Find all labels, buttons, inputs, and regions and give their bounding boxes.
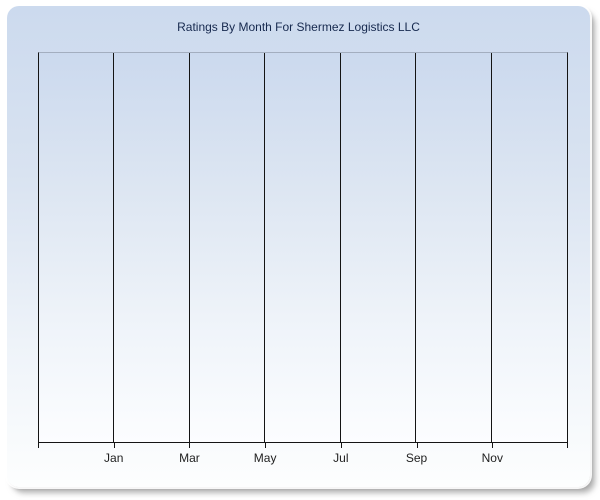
x-axis-tick (416, 443, 418, 448)
vertical-gridline (415, 53, 417, 442)
vertical-gridline (264, 53, 266, 442)
x-axis-tick (38, 443, 39, 448)
chart-panel: Ratings By Month For Shermez Logistics L… (7, 6, 590, 487)
x-axis-label: Sep (405, 451, 428, 465)
vertical-gridline (188, 53, 190, 442)
plot-area (38, 52, 568, 443)
x-axis-tick (340, 443, 342, 448)
vertical-gridline (339, 53, 341, 442)
x-axis-label: Jul (333, 451, 349, 465)
vertical-gridline (490, 53, 492, 442)
x-axis-label: Jan (104, 451, 124, 465)
chart-title: Ratings By Month For Shermez Logistics L… (177, 20, 420, 34)
x-axis-label: May (253, 451, 277, 465)
x-axis-labels-layer: Jan Mar May Jul Sep Nov (38, 451, 568, 467)
x-axis-tick (189, 443, 191, 448)
x-axis-label: Mar (179, 451, 200, 465)
x-axis-tick (492, 443, 494, 448)
x-axis-label: Nov (481, 451, 503, 465)
x-axis-tick (265, 443, 267, 448)
x-axis-tick (567, 443, 568, 448)
x-axis-ticks-layer (38, 443, 568, 448)
vertical-gridline (113, 53, 115, 442)
x-axis-tick (113, 443, 115, 448)
